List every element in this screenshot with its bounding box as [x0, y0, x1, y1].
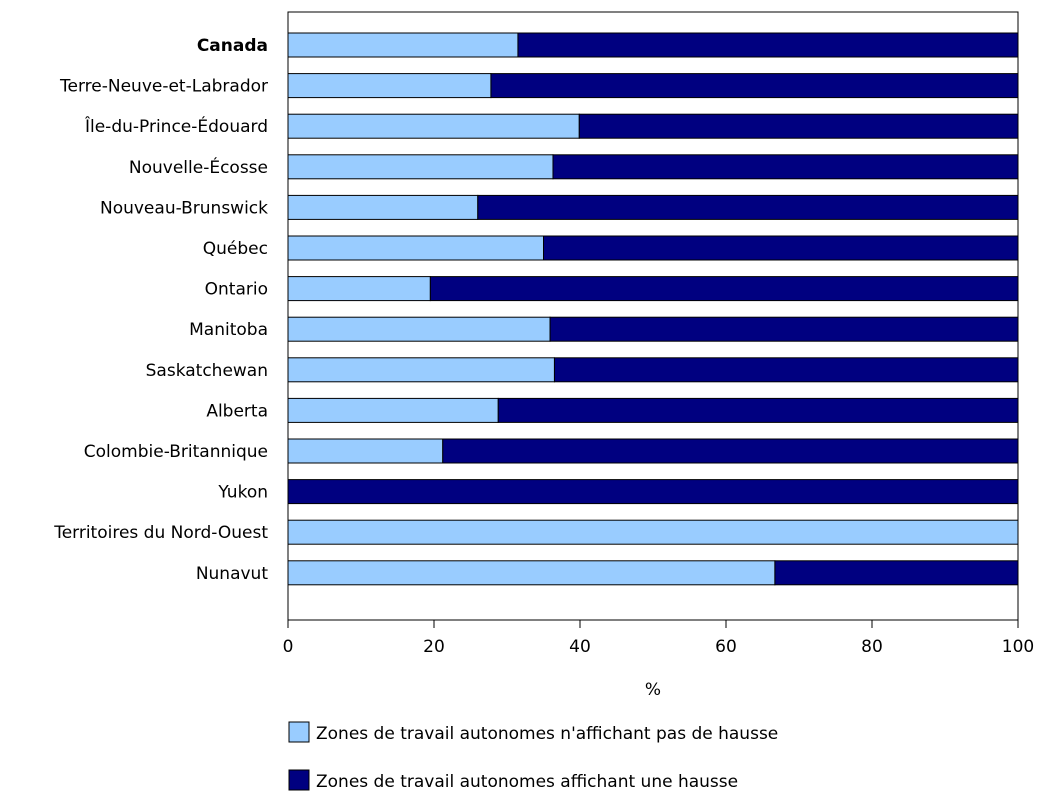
bar-nouveau-brunswick-series-2 [477, 194, 1019, 220]
bar-manitoba-series-1 [287, 316, 551, 342]
bar-alberta-series-2 [497, 397, 1019, 423]
bars-layer [287, 32, 1019, 586]
x-tick-label-60: 60 [715, 637, 737, 657]
x-tick-label-80: 80 [861, 637, 883, 657]
bar-ile-du-prince-edouard-series-1 [287, 113, 580, 139]
category-label-nouvelle-ecosse: Nouvelle-Écosse [129, 156, 268, 178]
category-label-territoires-du-nord-ouest: Territoires du Nord-Ouest [53, 523, 268, 543]
category-label-saskatchewan: Saskatchewan [146, 361, 268, 381]
category-label-canada: Canada [197, 36, 268, 56]
legend-label-2: Zones de travail autonomes affichant une… [316, 772, 738, 792]
bar-alberta-series-1 [287, 397, 499, 423]
bar-canada-series-1 [287, 32, 519, 58]
x-tick-label-20: 20 [423, 637, 445, 657]
legend: Zones de travail autonomes n'affichant p… [288, 721, 778, 792]
plot-frame [287, 11, 1019, 621]
bar-nunavut-series-1 [287, 560, 776, 586]
legend-swatch-1 [288, 721, 310, 743]
bar-ile-du-prince-edouard-series-2 [578, 113, 1019, 139]
category-label-terre-neuve-et-labrador: Terre-Neuve-et-Labrador [59, 77, 268, 97]
x-tick-label-40: 40 [569, 637, 591, 657]
bar-ontario-series-1 [287, 276, 431, 302]
bar-terre-neuve-et-labrador-series-1 [287, 73, 492, 99]
bar-canada-series-2 [517, 32, 1019, 58]
bar-colombie-britannique-series-1 [287, 438, 444, 464]
bar-nouvelle-ecosse-series-1 [287, 154, 554, 180]
bar-nouvelle-ecosse-series-2 [552, 154, 1019, 180]
bar-terre-neuve-et-labrador-series-2 [490, 73, 1019, 99]
category-label-yukon: Yukon [217, 483, 268, 503]
x-tick-label-0: 0 [283, 637, 294, 657]
category-label-ontario: Ontario [205, 280, 268, 300]
bar-saskatchewan-series-1 [287, 357, 555, 383]
bar-ontario-series-2 [429, 276, 1019, 302]
category-label-nouveau-brunswick: Nouveau-Brunswick [100, 198, 268, 218]
legend-label-1: Zones de travail autonomes n'affichant p… [316, 724, 778, 744]
bar-manitoba-series-2 [549, 316, 1019, 342]
category-label-alberta: Alberta [206, 401, 268, 421]
x-tick-label-100: 100 [1002, 637, 1034, 657]
bar-nouveau-brunswick-series-1 [287, 194, 479, 220]
bar-quebec-series-1 [287, 235, 544, 261]
bar-saskatchewan-series-2 [553, 357, 1019, 383]
category-labels: Canada Terre-Neuve-et-Labrador Île-du-Prin… [53, 36, 268, 584]
category-label-nunavut: Nunavut [196, 564, 269, 584]
x-axis-label: % [645, 680, 661, 700]
x-axis-ticks: 0 20 40 60 80 100 [283, 620, 1034, 657]
bar-territoires-du-nord-ouest-series-1 [287, 519, 1019, 545]
category-label-colombie-britannique: Colombie-Britannique [84, 442, 268, 462]
bar-yukon-series-2 [287, 479, 1019, 505]
bar-colombie-britannique-series-2 [442, 438, 1019, 464]
bar-quebec-series-2 [543, 235, 1019, 261]
legend-swatch-2 [288, 769, 310, 791]
category-label-manitoba: Manitoba [189, 320, 268, 340]
bar-nunavut-series-2 [774, 560, 1019, 586]
category-label-quebec: Québec [203, 239, 268, 259]
category-label-ile-du-prince-edouard: Île-du-Prince-Édouard [84, 115, 268, 137]
